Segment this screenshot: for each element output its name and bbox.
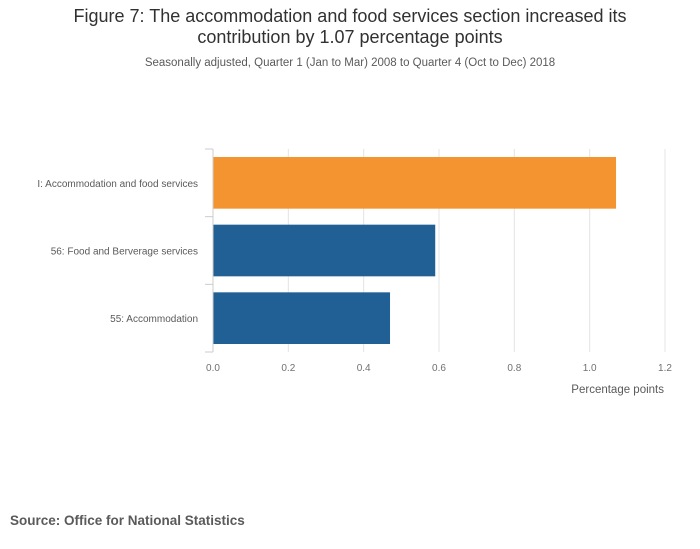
- source-note: Source: Office for National Statistics: [10, 513, 245, 528]
- x-tick-label: 0.8: [507, 363, 521, 374]
- axis-labels: 0.0 0.2 0.4 0.6 0.8 1.0 1.2 I: Accommodation an…: [37, 179, 672, 374]
- y-category-label: I: Accommodation and food services: [37, 179, 198, 190]
- x-tick-label: 0.0: [206, 363, 220, 374]
- chart-subtitle: Seasonally adjusted, Quarter 1 (Jan to M…: [144, 57, 556, 69]
- y-category-label: 55: Accommodation: [110, 314, 198, 325]
- y-category-label: 56: Food and Berverage services: [51, 247, 198, 258]
- x-tick-label: 1.2: [658, 363, 672, 374]
- x-tick-label: 0.2: [281, 363, 295, 374]
- x-tick-label: 0.6: [432, 363, 446, 374]
- chart-title: Figure 7: The accommodation and food ser…: [73, 6, 627, 47]
- x-tick-label: 1.0: [583, 363, 597, 374]
- x-axis-title: Percentage points: [571, 384, 664, 396]
- bars: [213, 157, 617, 344]
- bar: [213, 292, 391, 344]
- x-tick-label: 0.4: [357, 363, 371, 374]
- axes: [205, 148, 214, 353]
- bar: [213, 224, 436, 277]
- bar: [213, 157, 617, 209]
